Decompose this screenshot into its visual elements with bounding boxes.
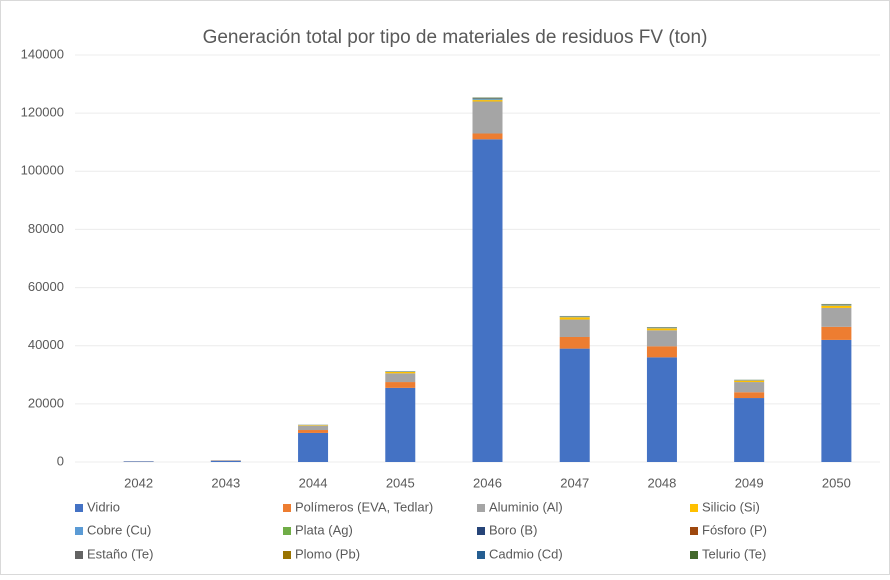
bar-segment (647, 330, 677, 346)
bar-segment (298, 430, 328, 433)
legend-swatch (477, 527, 485, 535)
bar-segment (560, 317, 590, 319)
y-tick-label: 20000 (28, 395, 64, 410)
legend-swatch (283, 504, 291, 512)
legend-label: Plomo (Pb) (295, 546, 360, 561)
bar-segment (821, 327, 851, 340)
legend-label: Estaño (Te) (87, 546, 153, 561)
legend-label: Aluminio (Al) (489, 499, 563, 514)
bar-segment (560, 349, 590, 462)
legend-label: Plata (Ag) (295, 522, 353, 537)
y-tick-label: 0 (57, 453, 64, 468)
legend-swatch (477, 504, 485, 512)
bar-segment (734, 392, 764, 398)
bar-segment (298, 425, 328, 426)
legend-label: Boro (B) (489, 522, 537, 537)
y-tick-label: 100000 (21, 163, 64, 178)
bar-segment (211, 461, 241, 462)
bar-segment (821, 305, 851, 306)
chart-title: Generación total por tipo de materiales … (203, 27, 708, 48)
x-tick-label: 2046 (473, 475, 502, 490)
bar-segment (473, 99, 503, 100)
legend-swatch (690, 504, 698, 512)
legend-swatch (283, 551, 291, 559)
y-tick-label: 40000 (28, 337, 64, 352)
legend-swatch (690, 551, 698, 559)
bar-segment (473, 102, 503, 134)
x-tick-label: 2047 (560, 475, 589, 490)
bar-segment (734, 381, 764, 382)
bar-segment (385, 382, 415, 388)
bar-segment (647, 357, 677, 462)
x-tick-label: 2042 (124, 475, 153, 490)
legend-label: Cadmio (Cd) (489, 546, 563, 561)
x-tick-label: 2049 (735, 475, 764, 490)
x-tick-label: 2050 (822, 475, 851, 490)
legend-swatch (75, 527, 83, 535)
x-tick-label: 2043 (211, 475, 240, 490)
legend-swatch (283, 527, 291, 535)
legend-swatch (75, 504, 83, 512)
legend-swatch (75, 551, 83, 559)
legend-label: Vidrio (87, 499, 120, 514)
legend-label: Polímeros (EVA, Tedlar) (295, 499, 433, 514)
bar-segment (473, 133, 503, 139)
y-tick-label: 120000 (21, 105, 64, 120)
bar-segment (298, 433, 328, 462)
bar-segment (734, 382, 764, 392)
y-tick-label: 80000 (28, 221, 64, 236)
legend-label: Fósforo (P) (702, 522, 767, 537)
bar-segment (821, 306, 851, 308)
bar-segment (821, 308, 851, 327)
bar-segment (298, 426, 328, 430)
bar-segment (385, 372, 415, 373)
bar-segment (473, 100, 503, 101)
bar-segment (560, 337, 590, 349)
legend-label: Telurio (Te) (702, 546, 766, 561)
y-tick-label: 140000 (21, 46, 64, 61)
legend-swatch (477, 551, 485, 559)
bar-segment (124, 461, 154, 462)
bar-segment (385, 373, 415, 382)
legend-label: Silicio (Si) (702, 499, 760, 514)
bar-segment (734, 398, 764, 462)
bar-segment (473, 139, 503, 462)
y-tick-label: 60000 (28, 279, 64, 294)
bar-segment (647, 328, 677, 330)
legend-label: Cobre (Cu) (87, 522, 151, 537)
x-tick-label: 2045 (386, 475, 415, 490)
x-tick-label: 2048 (647, 475, 676, 490)
bar-segment (821, 340, 851, 462)
bar-segment (560, 320, 590, 337)
x-tick-label: 2044 (299, 475, 328, 490)
bar-segment (647, 346, 677, 357)
legend-swatch (690, 527, 698, 535)
bar-segment (385, 388, 415, 462)
